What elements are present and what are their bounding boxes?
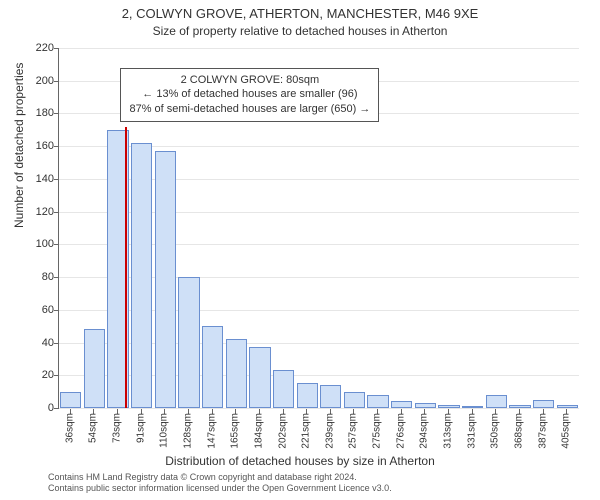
ytick-label: 160 [36, 140, 54, 152]
histogram-bar [178, 277, 199, 408]
ytick-label: 40 [42, 337, 54, 349]
xtick-label: 275sqm [372, 413, 383, 449]
annotation-line1: 2 COLWYN GROVE: 80sqm [129, 73, 370, 88]
histogram-bar [367, 395, 388, 408]
xtick-label: 387sqm [537, 413, 548, 449]
marker-line [125, 127, 127, 408]
xtick-label: 221sqm [301, 413, 312, 449]
histogram-bar [391, 401, 412, 408]
footer-line2: Contains public sector information licen… [48, 483, 392, 494]
xtick-label: 294sqm [419, 413, 430, 449]
ytick-label: 0 [48, 402, 54, 414]
histogram-bar [415, 403, 436, 408]
histogram-bar [462, 406, 483, 408]
histogram-bar [320, 385, 341, 408]
footer-line1: Contains HM Land Registry data © Crown c… [48, 472, 392, 483]
histogram-bar [249, 347, 270, 408]
ytick-label: 200 [36, 75, 54, 87]
xtick-label: 257sqm [348, 413, 359, 449]
histogram-bar [155, 151, 176, 408]
histogram-bar [486, 395, 507, 408]
histogram-bar [533, 400, 554, 408]
histogram-bar [509, 405, 530, 408]
xtick-label: 73sqm [112, 413, 123, 443]
xtick-label: 331sqm [466, 413, 477, 449]
chart-title-line1: 2, COLWYN GROVE, ATHERTON, MANCHESTER, M… [0, 6, 600, 21]
histogram-bar [438, 405, 459, 408]
chart-container: 2, COLWYN GROVE, ATHERTON, MANCHESTER, M… [0, 0, 600, 500]
histogram-bar [557, 405, 578, 408]
histogram-bar [297, 383, 318, 408]
xtick-label: 54sqm [88, 413, 99, 443]
xtick-label: 128sqm [183, 413, 194, 449]
xtick-label: 110sqm [159, 413, 170, 448]
ytick-label: 80 [42, 271, 54, 283]
xtick-label: 165sqm [230, 413, 241, 449]
xtick-label: 202sqm [277, 413, 288, 449]
footer-attribution: Contains HM Land Registry data © Crown c… [48, 472, 392, 494]
xtick-label: 184sqm [253, 413, 264, 449]
ytick-label: 100 [36, 238, 54, 250]
histogram-bar [84, 329, 105, 408]
xtick-label: 147sqm [206, 413, 217, 449]
histogram-bar [226, 339, 247, 408]
histogram-bar [273, 370, 294, 408]
xtick-label: 350sqm [490, 413, 501, 449]
ytick-label: 140 [36, 173, 54, 185]
chart-title-line2: Size of property relative to detached ho… [0, 24, 600, 38]
xtick-label: 368sqm [513, 413, 524, 449]
ytick-label: 20 [42, 369, 54, 381]
histogram-bar [344, 392, 365, 408]
xtick-label: 36sqm [64, 413, 75, 443]
x-axis-ticks: 36sqm 54sqm 73sqm 91sqm 110sqm 128sqm 147sqm 16… [58, 409, 578, 455]
histogram-bar [131, 143, 152, 408]
histogram-bar [202, 326, 223, 408]
xtick-label: 239sqm [324, 413, 335, 449]
xtick-label: 91sqm [135, 413, 146, 443]
ytick-label: 120 [36, 206, 54, 218]
xtick-label: 276sqm [395, 413, 406, 449]
x-axis-title: Distribution of detached houses by size … [0, 454, 600, 468]
xtick-label: 405sqm [561, 413, 572, 449]
ytick-label: 180 [36, 107, 54, 119]
y-axis-ticks: 020406080100120140160180200220 [0, 48, 58, 408]
annotation-line2: ← 13% of detached houses are smaller (96… [129, 87, 370, 102]
histogram-bar [60, 392, 81, 408]
annotation-line3: 87% of semi-detached houses are larger (… [129, 102, 370, 117]
gridline [59, 48, 579, 49]
plot-area: 2 COLWYN GROVE: 80sqm ← 13% of detached … [58, 48, 579, 409]
xtick-label: 313sqm [443, 413, 454, 449]
ytick-label: 60 [42, 304, 54, 316]
annotation-box: 2 COLWYN GROVE: 80sqm ← 13% of detached … [120, 68, 379, 123]
ytick-label: 220 [36, 42, 54, 54]
